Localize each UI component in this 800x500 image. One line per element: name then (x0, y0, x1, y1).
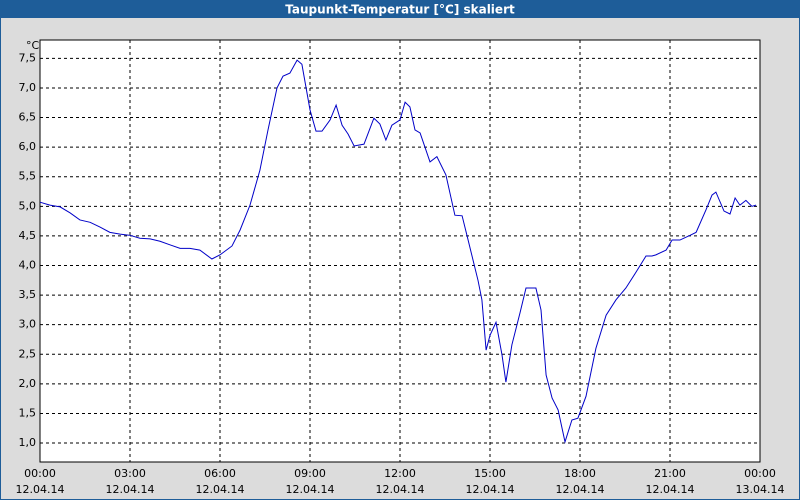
x-tick-label: 09:00 (294, 467, 326, 480)
y-tick-label: 3,0 (19, 318, 37, 331)
data-line (39, 59, 757, 444)
x-tick-label: 21:00 (654, 467, 686, 480)
y-tick-label: 6,0 (19, 140, 37, 153)
x-tick-date: 12.04.14 (196, 483, 245, 496)
x-tick-date: 12.04.14 (16, 483, 65, 496)
x-tick-date: 12.04.14 (646, 483, 695, 496)
x-tick-label: 06:00 (204, 467, 236, 480)
x-tick-date: 12.04.14 (556, 483, 605, 496)
x-tick-label: 00:00 (24, 467, 56, 480)
y-tick-label: 1,5 (19, 406, 37, 419)
x-tick-date: 12.04.14 (466, 483, 515, 496)
y-tick-label: 2,0 (19, 377, 37, 390)
y-tick-label: 3,5 (19, 288, 37, 301)
x-tick-label: 15:00 (474, 467, 506, 480)
y-tick-label: 7,0 (19, 81, 37, 94)
y-tick-label: 6,5 (19, 111, 37, 124)
y-tick-label: 5,0 (19, 199, 37, 212)
y-tick-label: 1,0 (19, 436, 37, 449)
x-tick-date: 13.04.14 (736, 483, 785, 496)
title-bar (0, 0, 800, 18)
x-tick-label: 12:00 (384, 467, 416, 480)
x-tick-label: 03:00 (114, 467, 146, 480)
y-tick-label: 4,5 (19, 229, 37, 242)
y-tick-label: 4,0 (19, 259, 37, 272)
x-tick-label: 18:00 (564, 467, 596, 480)
y-unit: °C (26, 39, 40, 52)
y-tick-label: 5,5 (19, 170, 37, 183)
chart-title: Taupunkt-Temperatur [°C] skaliert (285, 3, 515, 17)
y-tick-label: 2,5 (19, 347, 37, 360)
x-tick-date: 12.04.14 (286, 483, 335, 496)
x-tick-date: 12.04.14 (376, 483, 425, 496)
x-tick-label: 00:00 (744, 467, 776, 480)
y-tick-label: 7,5 (19, 51, 37, 64)
x-tick-date: 12.04.14 (106, 483, 155, 496)
